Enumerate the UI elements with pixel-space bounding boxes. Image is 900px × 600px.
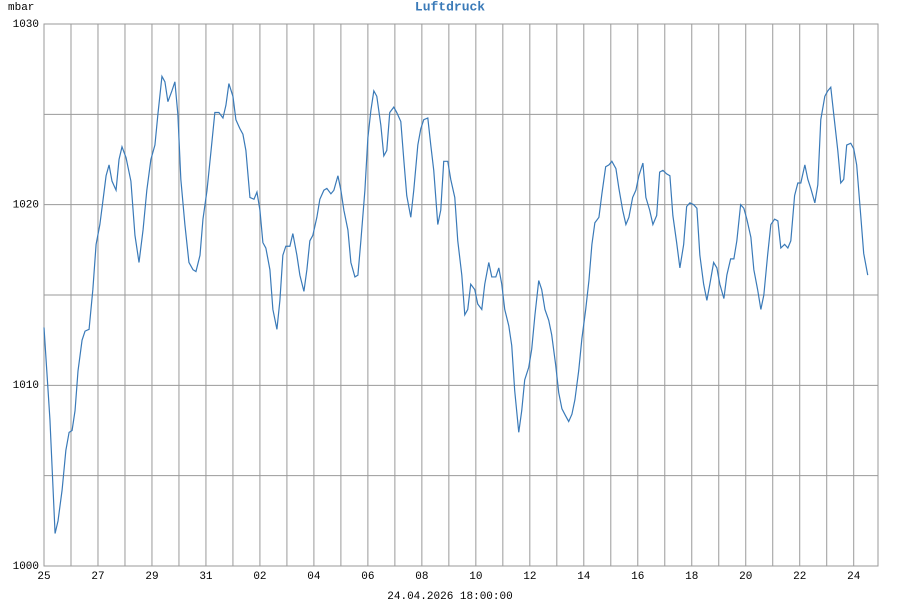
x-tick-label: 12 — [523, 571, 536, 583]
x-tick-label: 18 — [685, 571, 698, 583]
x-tick-label: 24 — [847, 571, 861, 583]
plot-frame — [43, 23, 879, 567]
x-tick-label: 10 — [469, 571, 482, 583]
x-tick-label: 02 — [253, 571, 266, 583]
x-axis-label: 24.04.2026 18:00:00 — [387, 591, 512, 600]
y-tick-label: 1010 — [13, 380, 39, 392]
x-tick-label: 16 — [631, 571, 644, 583]
data-line — [43, 74, 869, 534]
x-tick-label: 29 — [145, 571, 158, 583]
x-tick-label: 04 — [307, 571, 321, 583]
x-tick-label: 22 — [793, 571, 806, 583]
x-tick-label: 20 — [739, 571, 752, 583]
x-tick-label: 08 — [415, 571, 428, 583]
x-tick-label: 31 — [199, 571, 213, 583]
x-tick-label: 25 — [37, 571, 50, 583]
y-axis-label: mbar — [8, 2, 34, 14]
y-tick-label: 1030 — [13, 19, 39, 31]
y-tick-label: 1000 — [13, 561, 39, 573]
x-tick-label: 27 — [91, 571, 104, 583]
chart-title: Luftdruck — [415, 0, 485, 14]
x-tick-label: 06 — [361, 571, 374, 583]
x-tick-label: 14 — [577, 571, 591, 583]
y-tick-label: 1020 — [13, 200, 39, 212]
